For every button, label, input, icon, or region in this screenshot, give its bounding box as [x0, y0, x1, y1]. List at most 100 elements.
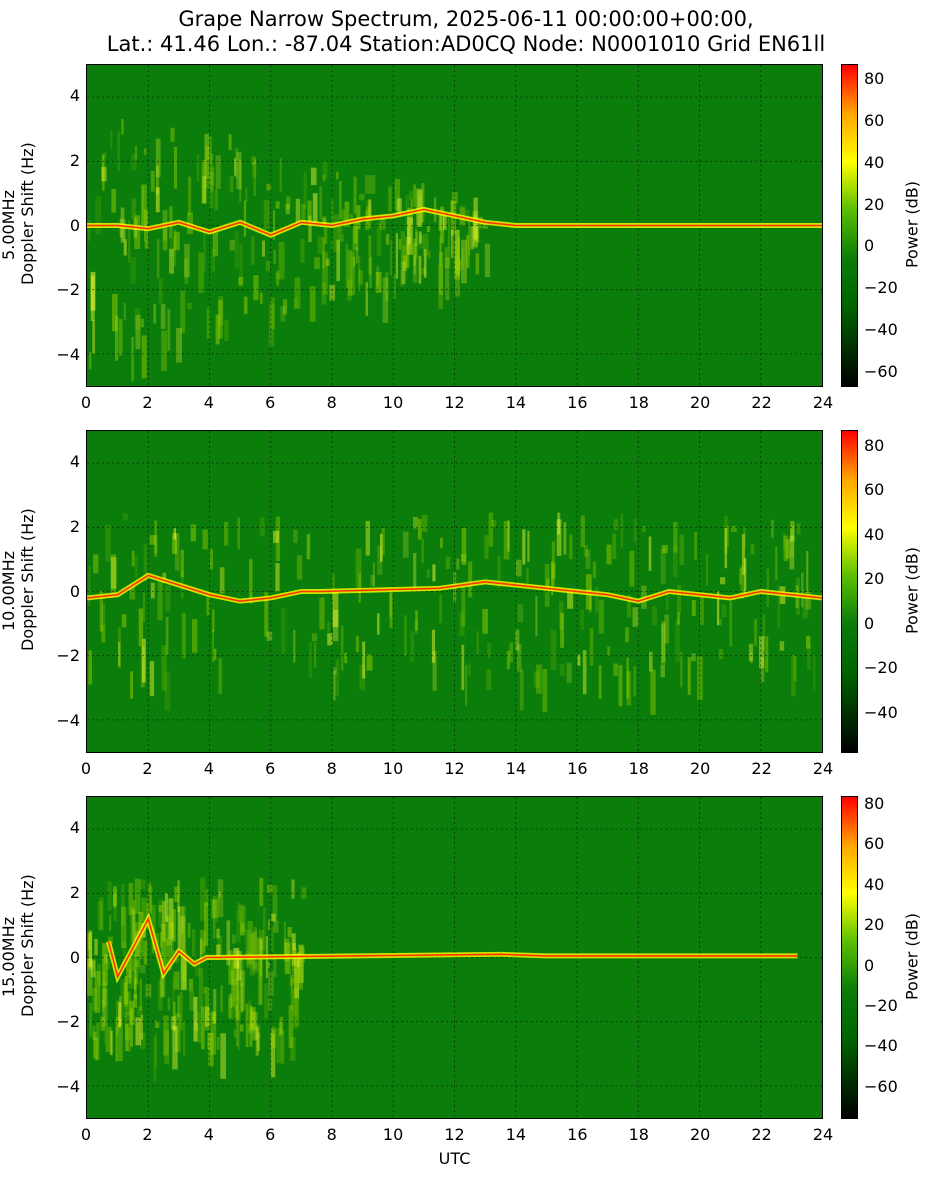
colorbar-5mhz	[841, 64, 858, 387]
x-tick-label-5mhz: 16	[567, 393, 588, 412]
spectral-energy-5mhz	[88, 119, 491, 382]
colorbar-tick-label-15mhz: 20	[864, 915, 885, 935]
y-axis-label-10mhz: 10.00MHz Doppler Shift (Hz)	[0, 508, 37, 651]
frequency-label-5mhz: 5.00MHz	[0, 190, 18, 260]
carrier-trace-5mhz	[87, 208, 822, 237]
carrier-trace-15mhz	[107, 916, 798, 979]
carrier-trace-10mhz	[87, 574, 822, 602]
x-tick-label-5mhz: 0	[80, 393, 92, 412]
y-tick-label-5mhz: 2	[69, 150, 80, 170]
x-tick-label-15mhz: 20	[689, 1125, 711, 1144]
colorbar-tick-label-10mhz: 40	[864, 524, 885, 544]
colorbar-tick-label-15mhz: 0	[864, 955, 875, 975]
y-tick-label-10mhz: 0	[69, 581, 80, 601]
frequency-label-10mhz: 10.00MHz	[0, 550, 18, 632]
carrier-halo-15mhz	[106, 912, 798, 984]
y-tick-label-5mhz: −4	[56, 344, 80, 364]
x-tick-label-15mhz: 18	[628, 1125, 649, 1144]
colorbar-10mhz	[841, 430, 858, 753]
colorbar-tick-label-15mhz: −60	[864, 1076, 898, 1096]
x-tick-label-5mhz: 14	[505, 393, 527, 412]
ylabel-15mhz: Doppler Shift (Hz)	[18, 874, 37, 1017]
ylabel-10mhz: Doppler Shift (Hz)	[18, 508, 37, 651]
x-tick-label-15mhz: 14	[505, 1125, 527, 1144]
x-tick-label-10mhz: 14	[505, 759, 527, 778]
x-tick-label-15mhz: 12	[444, 1125, 465, 1144]
x-tick-label-10mhz: 8	[326, 759, 337, 778]
y-axis-label-15mhz: 15.00MHz Doppler Shift (Hz)	[0, 874, 37, 1017]
y-tick-label-10mhz: 2	[69, 516, 80, 536]
y-tick-label-10mhz: −4	[56, 710, 80, 730]
y-tick-label-10mhz: 4	[69, 452, 80, 472]
colorbar-label-5mhz: Power (dB)	[902, 180, 922, 269]
spectral-energy-15mhz	[87, 877, 307, 1083]
x-tick-label-10mhz: 22	[751, 759, 772, 778]
spectrogram-10mhz	[87, 431, 822, 752]
colorbar-tick-label-10mhz: 0	[864, 613, 875, 633]
x-tick-label-10mhz: 10	[382, 759, 404, 778]
x-tick-label-5mhz: 22	[751, 393, 772, 412]
spectrogram-15mhz	[87, 797, 822, 1118]
colorbar-tick-label-10mhz: −40	[864, 702, 898, 722]
x-tick-label-10mhz: 24	[812, 759, 834, 778]
x-tick-label-10mhz: 2	[142, 759, 153, 778]
colorbar-tick-label-5mhz: −60	[864, 362, 898, 382]
x-tick-label-10mhz: 4	[203, 759, 214, 778]
x-tick-label-10mhz: 18	[628, 759, 649, 778]
spectrogram-5mhz	[87, 65, 822, 386]
colorbar-tick-label-10mhz: 60	[864, 480, 885, 500]
x-tick-label-15mhz: 4	[203, 1125, 214, 1144]
x-tick-label-5mhz: 2	[142, 393, 153, 412]
x-tick-label-10mhz: 16	[567, 759, 588, 778]
colorbar-15mhz	[841, 796, 858, 1119]
x-tick-label-5mhz: 8	[326, 393, 337, 412]
y-tick-label-15mhz: 0	[69, 947, 80, 967]
y-tick-label-15mhz: 4	[69, 818, 80, 838]
spectral-energy-10mhz	[88, 512, 816, 715]
spectrogram-plot-15mhz	[86, 796, 823, 1119]
x-tick-label-5mhz: 4	[203, 393, 214, 412]
ylabel-5mhz: Doppler Shift (Hz)	[18, 142, 37, 285]
y-tick-label-5mhz: 0	[69, 215, 80, 235]
x-tick-label-5mhz: 10	[382, 393, 404, 412]
colorbar-label-15mhz: Power (dB)	[902, 912, 922, 1001]
x-tick-label-15mhz: 6	[265, 1125, 276, 1144]
colorbar-tick-label-5mhz: −20	[864, 278, 898, 298]
colorbar-tick-label-15mhz: 40	[864, 874, 885, 894]
x-tick-label-15mhz: 2	[142, 1125, 153, 1144]
colorbar-tick-label-15mhz: 80	[864, 794, 885, 814]
x-tick-label-15mhz: 0	[80, 1125, 92, 1144]
colorbar-tick-label-10mhz: 80	[864, 435, 885, 455]
x-axis-label: UTC	[438, 1149, 471, 1168]
x-tick-label-10mhz: 0	[80, 759, 92, 778]
colorbar-tick-label-5mhz: 80	[864, 68, 885, 88]
x-tick-label-5mhz: 6	[265, 393, 276, 412]
x-tick-label-5mhz: 12	[444, 393, 465, 412]
y-tick-label-5mhz: −2	[56, 280, 80, 300]
spectrogram-plot-5mhz	[86, 64, 823, 387]
colorbar-tick-label-15mhz: −20	[864, 995, 898, 1015]
x-tick-label-5mhz: 24	[812, 393, 834, 412]
x-tick-label-15mhz: 22	[751, 1125, 772, 1144]
colorbar-tick-label-5mhz: 40	[864, 152, 885, 172]
x-tick-label-10mhz: 6	[265, 759, 276, 778]
colorbar-tick-label-15mhz: −40	[864, 1036, 898, 1056]
colorbar-tick-label-10mhz: 20	[864, 569, 885, 589]
y-tick-label-15mhz: −4	[56, 1076, 80, 1096]
frequency-label-15mhz: 15.00MHz	[0, 916, 18, 998]
x-tick-label-10mhz: 12	[444, 759, 465, 778]
colorbar-tick-label-5mhz: −40	[864, 320, 898, 340]
x-tick-label-15mhz: 10	[382, 1125, 404, 1144]
x-tick-label-15mhz: 16	[567, 1125, 588, 1144]
colorbar-tick-label-10mhz: −20	[864, 658, 898, 678]
colorbar-label-10mhz: Power (dB)	[902, 546, 922, 635]
y-axis-label-5mhz: 5.00MHz Doppler Shift (Hz)	[0, 142, 37, 285]
colorbar-tick-label-5mhz: 20	[864, 194, 885, 214]
spectrogram-plot-10mhz	[86, 430, 823, 753]
chart-title-line-1: Grape Narrow Spectrum, 2025-06-11 00:00:…	[178, 7, 754, 31]
y-tick-label-10mhz: −2	[56, 646, 80, 666]
y-tick-label-15mhz: 2	[69, 882, 80, 902]
y-tick-label-5mhz: 4	[69, 86, 80, 106]
x-tick-label-5mhz: 20	[689, 393, 711, 412]
x-tick-label-15mhz: 8	[326, 1125, 337, 1144]
